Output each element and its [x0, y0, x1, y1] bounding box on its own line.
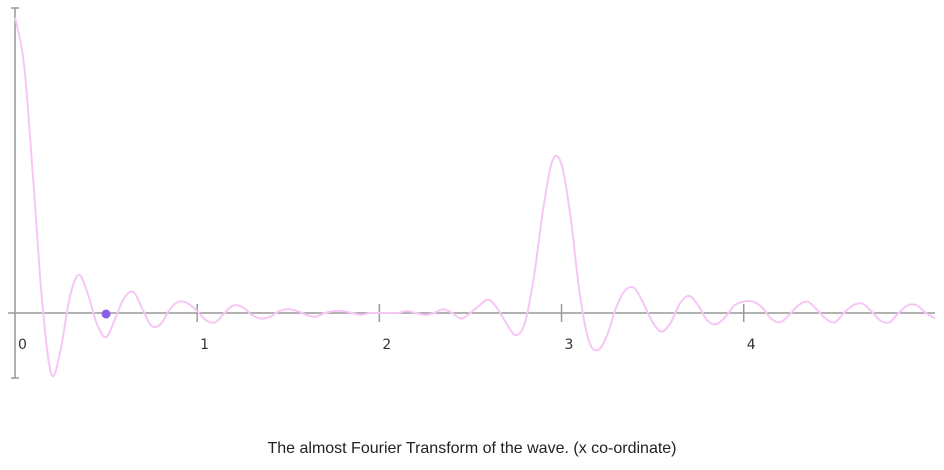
position-marker-point[interactable] — [101, 309, 111, 319]
series-layer — [14, 17, 936, 378]
axes — [8, 7, 935, 379]
x-tick-label-1: 1 — [200, 337, 209, 353]
chart-caption: The almost Fourier Transform of the wave… — [267, 440, 677, 457]
series-line-0 — [14, 17, 936, 378]
x-tick-label-0: 0 — [18, 337, 27, 353]
x-axis-tick-labels: 0 1 2 3 4 — [18, 337, 756, 353]
x-tick-label-4: 4 — [747, 337, 756, 353]
x-tick-label-3: 3 — [565, 337, 574, 353]
marker-layer — [101, 309, 111, 319]
x-tick-label-2: 2 — [382, 337, 391, 353]
fourier-transform-chart: 0 1 2 3 4 — [8, 7, 936, 379]
